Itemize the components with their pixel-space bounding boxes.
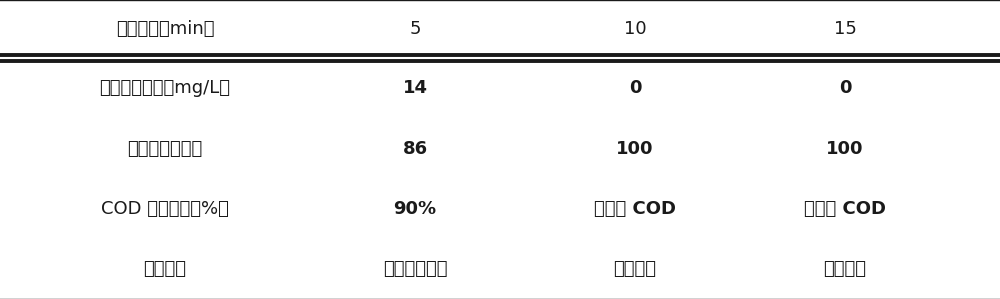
Text: 14: 14 — [402, 80, 428, 97]
Text: 15: 15 — [834, 20, 856, 38]
Text: 亚甲基兰去除率: 亚甲基兰去除率 — [127, 140, 203, 158]
Text: 色度变化: 色度变化 — [144, 260, 186, 278]
Text: 测不出 COD: 测不出 COD — [804, 200, 886, 218]
Text: COD 去除效果（%）: COD 去除效果（%） — [101, 200, 229, 218]
Text: 100: 100 — [826, 140, 864, 158]
Text: 完全脱色: 完全脱色 — [614, 260, 656, 278]
Text: 兰色变淡黄色: 兰色变淡黄色 — [383, 260, 447, 278]
Text: 亚甲基兰浓度（mg/L）: 亚甲基兰浓度（mg/L） — [100, 80, 230, 97]
Text: 反应时间（min）: 反应时间（min） — [116, 20, 214, 38]
Text: 86: 86 — [402, 140, 428, 158]
Text: 90%: 90% — [393, 200, 437, 218]
Text: 10: 10 — [624, 20, 646, 38]
Text: 100: 100 — [616, 140, 654, 158]
Text: 完全脱色: 完全脱色 — [824, 260, 866, 278]
Text: 5: 5 — [409, 20, 421, 38]
Text: 0: 0 — [839, 80, 851, 97]
Text: 测不出 COD: 测不出 COD — [594, 200, 676, 218]
Text: 0: 0 — [629, 80, 641, 97]
